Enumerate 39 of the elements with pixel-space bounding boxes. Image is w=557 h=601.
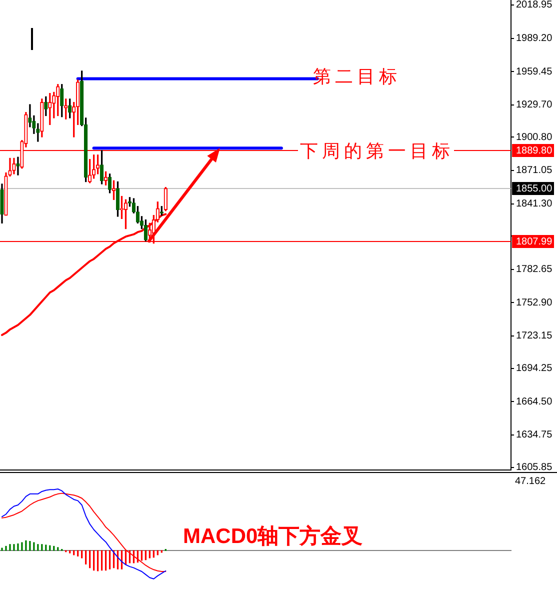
y-tick-label: 1605.85 <box>516 462 553 474</box>
candlestick <box>100 150 104 184</box>
candlestick <box>96 154 100 174</box>
y-tick-label: 1841.30 <box>516 198 553 210</box>
y-tick-label: 1989.20 <box>516 33 553 44</box>
candlestick <box>112 180 116 200</box>
ref-line-label: 1807.99 <box>516 236 553 248</box>
candlestick <box>116 181 120 217</box>
y-tick-label: 1752.90 <box>516 297 553 308</box>
candlestick <box>104 171 108 186</box>
y-tick-label: 1723.15 <box>516 330 553 342</box>
candlestick <box>92 154 96 179</box>
annotation: MACD0轴下方金叉 <box>183 524 363 548</box>
candlestick <box>44 96 48 116</box>
candlestick <box>124 199 128 230</box>
y-tick-label: 1900.80 <box>516 132 553 143</box>
candlestick <box>164 187 168 212</box>
y-tick-label: 1782.65 <box>516 264 553 276</box>
candlestick <box>160 206 164 216</box>
annotation: 下周的第一目标 <box>300 141 454 162</box>
candlestick <box>60 84 64 118</box>
y-tick-label: 2018.95 <box>516 0 553 11</box>
y-tick-label: 1634.75 <box>516 430 553 441</box>
candlestick <box>16 156 20 176</box>
candlestick <box>148 222 152 242</box>
ref-line-label: 1855.00 <box>516 183 553 194</box>
y-tick-label: 1871.05 <box>516 165 553 176</box>
candlestick <box>144 219 148 242</box>
ref-line-label: 1889.80 <box>516 145 553 156</box>
candlestick <box>12 158 16 174</box>
y-tick-label: 1929.70 <box>516 100 553 111</box>
annotation: 第二目标 <box>313 66 401 87</box>
y-tick-label: 1664.50 <box>516 396 553 408</box>
text: 47.162 <box>515 476 546 487</box>
y-tick-label: 1694.25 <box>516 363 553 374</box>
candlestick <box>40 98 44 138</box>
y-tick-label: 1959.45 <box>516 66 553 78</box>
candlestick <box>0 184 4 224</box>
candlestick <box>108 174 112 194</box>
